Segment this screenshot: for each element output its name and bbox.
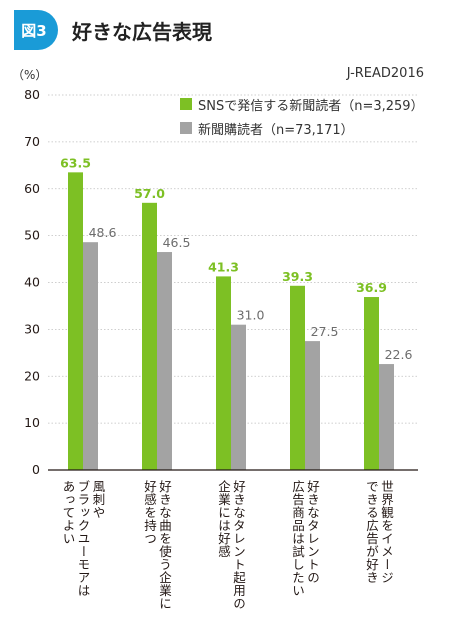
x-category-label: 風刺や ブラックユーモアは あってよい	[61, 480, 106, 597]
x-category-line: 企業には好感	[216, 480, 231, 558]
x-category-label: 好きな曲を使う企業に 好感を持つ	[142, 480, 172, 610]
y-tick-label: 30	[24, 321, 40, 336]
y-tick-label: 70	[24, 134, 40, 149]
bar-series2-4	[379, 364, 394, 470]
bar-series2-2	[231, 324, 246, 470]
y-tick-label: 60	[24, 181, 40, 196]
data-label: 36.9	[356, 280, 387, 295]
bar-series2-0	[83, 242, 98, 470]
bar-series1-2	[216, 276, 231, 470]
x-category-line: 好きなタレント起用の	[231, 480, 246, 610]
y-tick-label: 40	[24, 275, 40, 290]
legend-item-subscribers: 新聞購読者（n=73,171）	[180, 118, 424, 138]
legend-label-sns-readers: SNSで発信する新聞読者（n=3,259）	[198, 98, 424, 114]
x-category-label: 世界観をイメージ できる広告が好き	[364, 480, 394, 584]
data-label: 41.3	[208, 259, 239, 274]
data-label: 57.0	[134, 186, 165, 201]
data-label: 27.5	[311, 324, 339, 339]
y-axis-unit: （%）	[12, 68, 48, 82]
x-category-line: あってよい	[60, 480, 76, 545]
grid-lines	[48, 94, 418, 424]
legend-label-subscribers: 新聞購読者（n=73,171）	[198, 122, 354, 138]
source-label: J-READ2016	[346, 66, 424, 81]
data-label: 48.6	[89, 225, 117, 240]
bar-series2-1	[157, 252, 172, 470]
x-category-line: 好きな曲を使う企業に	[157, 480, 172, 610]
bars	[68, 172, 394, 470]
y-tick-label: 10	[24, 415, 40, 430]
x-category-line: 好感を持つ	[142, 480, 157, 545]
data-label: 39.3	[282, 269, 313, 284]
x-category-label: 好きなタレント起用の 企業には好感	[216, 480, 246, 610]
data-label: 46.5	[163, 235, 191, 250]
x-category-label: 好きなタレントの 広告商品は試したい	[290, 480, 320, 597]
legend-swatch-subscribers	[180, 122, 192, 134]
x-category-line: ブラックユーモアは	[75, 480, 91, 597]
y-tick-label: 80	[24, 87, 40, 102]
data-labels: 63.5 57.0 41.3 39.3 36.9 48.6 46.5 31.0 27.5 22.6	[60, 155, 412, 362]
x-category-line: 好きなタレントの	[305, 480, 320, 584]
y-tick-label: 20	[24, 368, 40, 383]
legend-item-sns-readers: SNSで発信する新聞読者（n=3,259）	[180, 94, 424, 114]
bar-series1-1	[142, 202, 157, 470]
data-label: 63.5	[60, 155, 91, 170]
y-tick-label: 0	[32, 462, 40, 477]
data-label: 22.6	[385, 347, 413, 362]
legend-swatch-sns-readers	[180, 98, 192, 110]
bar-series2-3	[305, 341, 320, 470]
figure-title: 好きな広告表現	[72, 20, 212, 44]
y-tick-label: 50	[24, 228, 40, 243]
figure-header: 図3 好きな広告表現	[14, 10, 434, 50]
bar-series1-4	[364, 297, 379, 470]
x-category-line: できる広告が好き	[364, 480, 379, 584]
y-tick-labels: 0 10 20 30 40 50 60 70 80	[24, 87, 40, 477]
x-category-line: 広告商品は試したい	[290, 480, 305, 597]
x-category-line: 風刺や	[90, 480, 106, 519]
data-label: 31.0	[237, 308, 265, 323]
x-category-line: 世界観をイメージ	[379, 480, 394, 584]
figure-number-badge: 図3	[14, 10, 58, 50]
bar-series1-3	[290, 285, 305, 470]
legend: SNSで発信する新聞読者（n=3,259） 新聞購読者（n=73,171）	[180, 94, 424, 142]
bar-series1-0	[68, 172, 83, 470]
